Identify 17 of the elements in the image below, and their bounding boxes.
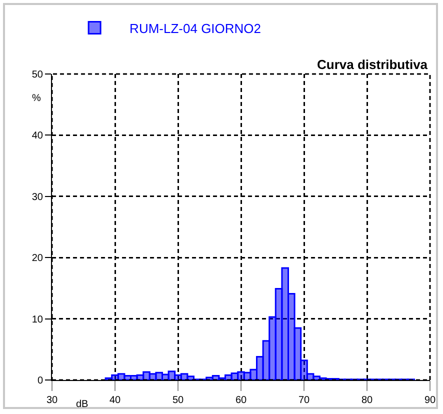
- chart-title: Curva distributiva: [317, 57, 428, 72]
- y-tick-label: 0: [37, 376, 44, 386]
- y-tick-label: 50: [32, 70, 44, 80]
- x-tick-label: 80: [361, 395, 373, 406]
- x-tick-label: 40: [109, 395, 121, 406]
- y-tick-label: 20: [32, 253, 44, 264]
- x-tick-label: 90: [424, 395, 436, 406]
- y-tick-label: 10: [32, 314, 44, 326]
- x-tick-label: 70: [298, 395, 310, 406]
- legend-label: RUM-LZ-04 GIORNO2: [130, 20, 262, 36]
- x-tick-label: 50: [172, 395, 184, 406]
- y-tick-label: 30: [32, 192, 44, 203]
- y-tick-label: 40: [32, 130, 44, 142]
- x-tick-label: 60: [235, 395, 247, 406]
- y-axis-title: %: [32, 93, 41, 104]
- x-tick-label: 30: [46, 395, 58, 406]
- x-axis-title: dB: [76, 399, 89, 410]
